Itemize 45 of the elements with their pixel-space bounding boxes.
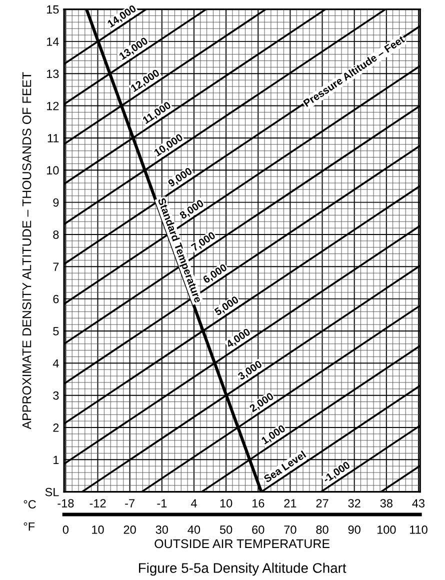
x-tick-label: 80: [316, 525, 328, 534]
x2-tick-label: 4: [190, 499, 197, 508]
x-axis-title: OUTSIDE AIR TEMPERATURE: [154, 539, 330, 548]
x2-tick-label: 16: [252, 499, 264, 508]
x2-tick-label: 43: [412, 499, 425, 508]
x-tick-label: 0: [62, 525, 69, 534]
x-tick-label: 20: [124, 525, 136, 534]
x-tick-label: 30: [156, 525, 168, 534]
x2-tick-label: -18: [58, 499, 74, 508]
y-tick-label: 1: [54, 456, 59, 464]
y-tick-label: 15: [46, 5, 59, 14]
x-tick-label: 100: [377, 525, 396, 534]
y-tick-label: 2: [53, 424, 59, 432]
y-tick-label: 13: [46, 70, 59, 78]
x2-tick-label: -12: [90, 499, 106, 508]
y-tick-label: 9: [53, 198, 59, 207]
x2-tick-label: 27: [316, 499, 328, 508]
y-tick-label: 12: [46, 102, 59, 110]
y-tick-label: SL: [45, 488, 59, 496]
y-axis-title: APPROXIMATE DENSITY ALTITUDE – THOUSANDS OF FEET: [22, 72, 32, 430]
x2-tick-label: -7: [125, 499, 134, 508]
x-tick-label: 90: [348, 525, 360, 534]
x-tick-label: 70: [284, 525, 296, 534]
y-tick-label: 10: [46, 166, 59, 175]
text: °C: [24, 500, 36, 509]
x-tick-label: 10: [92, 525, 104, 534]
x2-tick-label: 10: [220, 499, 232, 508]
x-tick-label: 40: [188, 525, 200, 534]
x2-tick-label: -1: [157, 499, 167, 508]
y-tick-label: 8: [53, 230, 59, 239]
y-tick-label: 5: [53, 327, 59, 336]
x2-tick-label: 21: [284, 499, 296, 508]
text: °F: [24, 522, 35, 531]
y-tick-label: 11: [48, 134, 59, 142]
y-tick-label: 6: [53, 294, 59, 304]
x2-tick-label: 32: [348, 499, 360, 508]
y-tick-label: 3: [53, 391, 59, 400]
y-tick-label: 7: [53, 262, 59, 271]
x2-tick-label: 38: [380, 499, 392, 508]
x-tick-label: 50: [220, 525, 232, 534]
x-tick-label: 60: [252, 525, 264, 534]
y-tick-label: 14: [46, 38, 59, 46]
text: Figure 5-5a Density Altitude Chart: [139, 562, 346, 576]
x-tick-label: 110: [410, 525, 428, 534]
y-tick-label: 4: [52, 359, 59, 368]
